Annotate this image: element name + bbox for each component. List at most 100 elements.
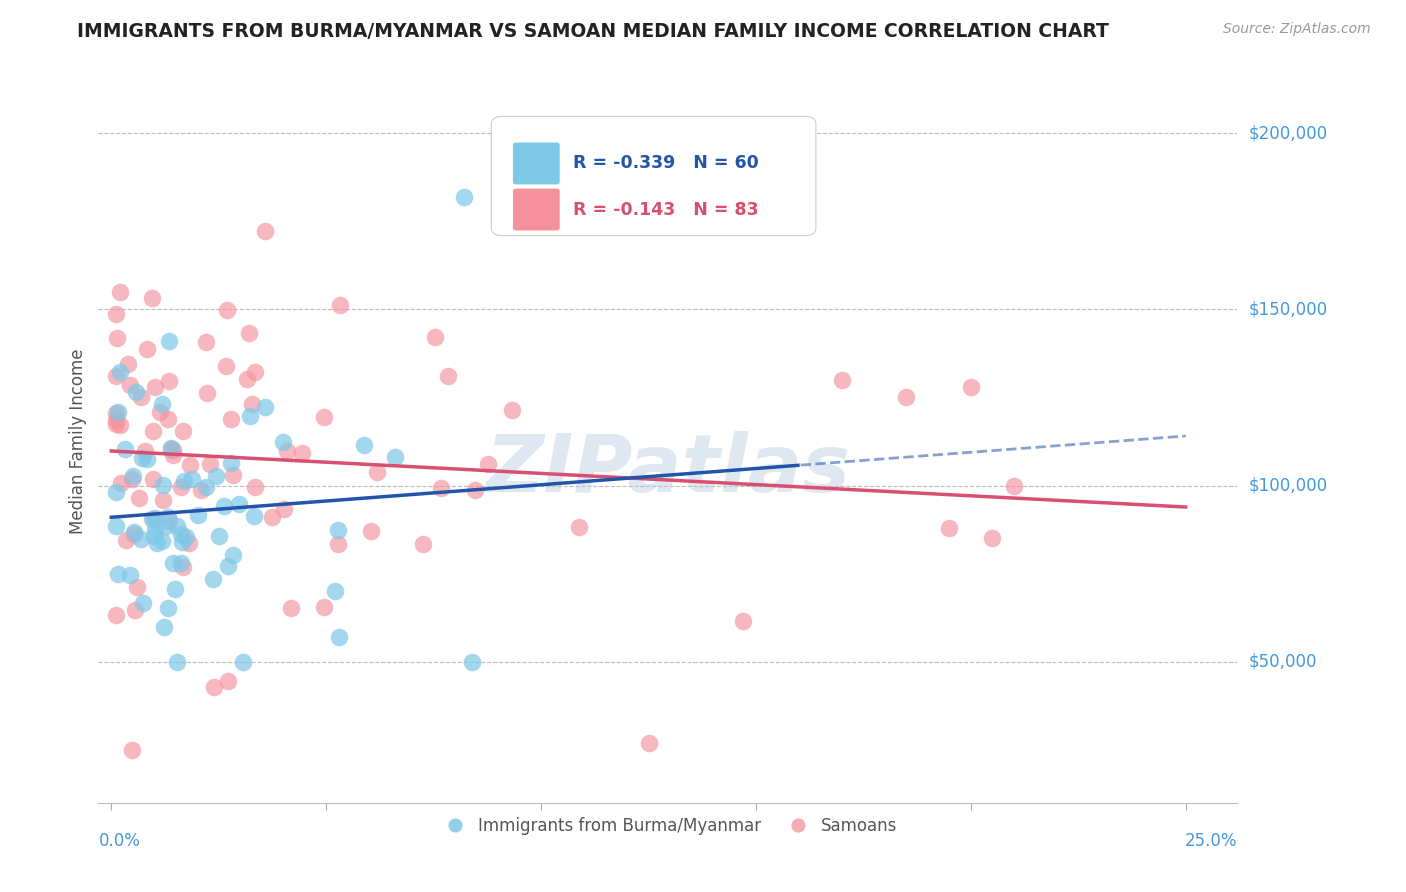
Point <box>142 472 165 486</box>
Point <box>152 477 174 491</box>
Point <box>104 485 127 500</box>
Point <box>637 736 659 750</box>
Point <box>166 655 188 669</box>
Point <box>104 406 127 420</box>
Point <box>104 413 127 427</box>
Point <box>896 391 918 405</box>
Point <box>145 536 167 550</box>
Point <box>176 530 198 544</box>
Text: 0.0%: 0.0% <box>98 831 141 850</box>
Point <box>118 378 141 392</box>
Text: 25.0%: 25.0% <box>1185 831 1237 850</box>
Point <box>155 519 177 533</box>
Text: $100,000: $100,000 <box>1249 476 1327 494</box>
Text: ZIPatlas: ZIPatlas <box>485 432 851 509</box>
Text: $200,000: $200,000 <box>1249 124 1327 142</box>
Point <box>280 601 302 615</box>
Point <box>831 373 853 387</box>
Point <box>568 520 591 534</box>
Point <box>205 469 228 483</box>
Point <box>328 630 350 644</box>
Point <box>240 397 263 411</box>
Point <box>142 512 165 526</box>
Point <box>136 342 159 356</box>
Point <box>172 424 194 438</box>
Point <box>132 596 155 610</box>
Point <box>366 465 388 479</box>
Point <box>129 532 152 546</box>
Text: IMMIGRANTS FROM BURMA/MYANMAR VS SAMOAN MEDIAN FAMILY INCOME CORRELATION CHART: IMMIGRANTS FROM BURMA/MYANMAR VS SAMOAN … <box>77 22 1109 41</box>
Point <box>115 533 138 547</box>
Text: $50,000: $50,000 <box>1249 653 1317 671</box>
FancyBboxPatch shape <box>491 117 815 235</box>
Point <box>243 480 266 494</box>
Point <box>384 450 406 464</box>
Point <box>245 365 267 379</box>
Point <box>323 584 346 599</box>
Point <box>312 409 335 424</box>
Point <box>232 655 254 669</box>
Point <box>291 446 314 460</box>
Point <box>477 457 499 471</box>
Point <box>733 614 755 628</box>
Point <box>353 438 375 452</box>
Point <box>157 510 180 524</box>
Point <box>239 409 262 424</box>
Point <box>215 359 238 373</box>
Point <box>141 511 163 525</box>
Point <box>173 474 195 488</box>
Point <box>254 224 277 238</box>
Point <box>238 326 260 341</box>
Point <box>170 557 193 571</box>
Point <box>142 424 165 438</box>
Point <box>136 452 159 467</box>
Point <box>141 291 163 305</box>
Point <box>360 524 382 538</box>
Point <box>180 472 202 486</box>
Point <box>104 608 127 623</box>
Point <box>122 469 145 483</box>
Point <box>260 510 283 524</box>
Legend: Immigrants from Burma/Myanmar, Samoans: Immigrants from Burma/Myanmar, Samoans <box>432 810 904 841</box>
Point <box>198 458 221 472</box>
Point <box>162 443 184 458</box>
Point <box>107 566 129 581</box>
Point <box>430 482 453 496</box>
Point <box>153 620 176 634</box>
Point <box>157 334 180 349</box>
Point <box>326 523 349 537</box>
Point <box>108 418 131 433</box>
Point <box>105 331 128 345</box>
Point <box>219 411 242 425</box>
Point <box>121 743 143 757</box>
Point <box>938 521 960 535</box>
Point <box>201 572 224 586</box>
Point <box>453 189 475 203</box>
Point <box>110 475 132 490</box>
Point <box>217 674 239 689</box>
Point <box>104 519 127 533</box>
Point <box>195 334 218 349</box>
Point <box>104 368 127 383</box>
Point <box>217 302 239 317</box>
Point <box>150 534 173 549</box>
Point <box>1002 478 1025 492</box>
Point <box>195 480 218 494</box>
Point <box>179 458 201 472</box>
Point <box>143 380 166 394</box>
Point <box>107 405 129 419</box>
Text: Source: ZipAtlas.com: Source: ZipAtlas.com <box>1223 22 1371 37</box>
FancyBboxPatch shape <box>513 188 560 230</box>
Point <box>212 499 235 513</box>
Point <box>464 483 486 497</box>
Point <box>981 532 1004 546</box>
Point <box>195 385 218 400</box>
Point <box>143 529 166 543</box>
Point <box>110 365 132 379</box>
Point <box>221 457 243 471</box>
Y-axis label: Median Family Income: Median Family Income <box>69 349 87 534</box>
Point <box>162 448 184 462</box>
Point <box>959 380 981 394</box>
Point <box>222 548 245 562</box>
Point <box>217 558 239 573</box>
